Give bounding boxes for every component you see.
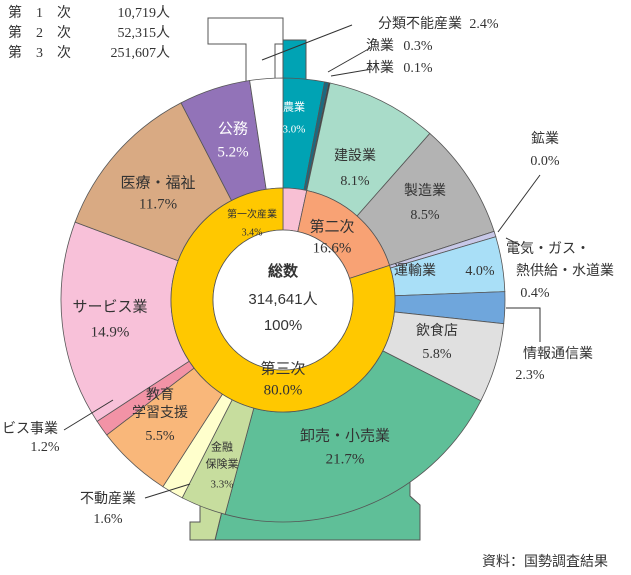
segment-value: 21.7% <box>326 451 365 467</box>
segment-name: 漁業 <box>366 38 394 54</box>
segment-name: 建設業 <box>334 148 376 164</box>
segment-value: 16.6% <box>313 240 352 256</box>
leader-line <box>261 24 353 61</box>
leader-line <box>330 68 373 77</box>
segment-value: 8.5% <box>410 208 440 223</box>
center-title: 総数 <box>268 262 299 280</box>
rings <box>60 77 506 523</box>
segment-value: 5.8% <box>422 347 452 362</box>
segment-value: 3.0% <box>283 124 306 136</box>
segment-value: 0.1% <box>403 61 433 76</box>
segment-name: ビス事業 <box>2 421 58 437</box>
center-total: 314,641人 <box>248 291 317 308</box>
segment-name: 林業 <box>366 60 394 76</box>
leader-line <box>144 483 191 499</box>
segment-value: 4.0% <box>465 264 495 279</box>
segment-value: 5.2% <box>217 144 248 160</box>
legend-label: 第 3 次 <box>8 44 71 61</box>
legend-value: 10,719人 <box>118 5 171 21</box>
segment-name: 分類不能産業 <box>378 16 462 32</box>
segment-name: 医療・福祉 <box>120 174 195 191</box>
source: 資料：国勢調査結果 <box>482 554 608 570</box>
center-share: 100% <box>264 317 302 334</box>
legend-label: 第 1 次 <box>8 4 71 21</box>
leader-line <box>506 307 541 342</box>
segment-name: 電気・ガス・ <box>506 241 590 257</box>
segment-name: 熱供給・水道業 <box>516 263 614 279</box>
segment-name: 卸売・小売業 <box>300 427 390 444</box>
leader-line <box>327 46 373 73</box>
segment-value: 3.3% <box>211 479 234 491</box>
segment-value: 5.5% <box>145 429 175 444</box>
segment-value: 2.4% <box>469 17 499 32</box>
segment-value: 0.4% <box>520 286 550 301</box>
leader-line <box>497 174 541 233</box>
segment-name: 第二次 <box>309 217 354 235</box>
legend-value: 251,607人 <box>111 45 171 61</box>
segment-name: 飲食店 <box>416 322 458 339</box>
legend-value: 52,315人 <box>118 25 171 41</box>
segment-value: 0.3% <box>403 39 433 54</box>
segment-name: サービス業 <box>72 298 147 315</box>
legend-label: 第 2 次 <box>8 24 71 41</box>
segment-name: 鉱業 <box>531 130 559 147</box>
segment-name: 運輸業 <box>394 263 436 279</box>
segment-name: 金融 <box>211 440 233 454</box>
segment-name: 情報通信業 <box>523 346 593 362</box>
segment-name: 不動産業 <box>80 491 136 507</box>
segment-value: 3.4% <box>242 227 263 238</box>
segment-name: 公務 <box>218 120 248 137</box>
segment-value: 1.2% <box>30 440 60 455</box>
labels: 農業 3.0% 漁業 0.3% 林業 0.1% 建設業 8.1% 製造業 8.5% 鉱業 0.0% 電気… <box>2 16 614 527</box>
segment-name: 保険業 <box>206 457 239 471</box>
segment-name: 第一次産業 <box>227 207 277 220</box>
segment-value: 1.6% <box>93 512 123 527</box>
leader-line <box>63 399 114 431</box>
segment-value: 14.9% <box>91 324 130 340</box>
segment-name: 農業 <box>283 100 305 114</box>
segment-name: 製造業 <box>404 183 446 199</box>
leader-line <box>505 237 521 246</box>
segment-name: 教育 <box>146 387 174 403</box>
segment-value: 2.3% <box>515 368 545 383</box>
segment-value: 80.0% <box>264 382 303 398</box>
segment-value: 8.1% <box>340 174 370 189</box>
center-hole <box>212 229 354 371</box>
segment-name: 学習支援 <box>132 405 188 421</box>
segment-name: 第三次 <box>260 359 305 377</box>
segment-value: 11.7% <box>139 196 177 212</box>
segment-value: 0.0% <box>530 154 560 169</box>
